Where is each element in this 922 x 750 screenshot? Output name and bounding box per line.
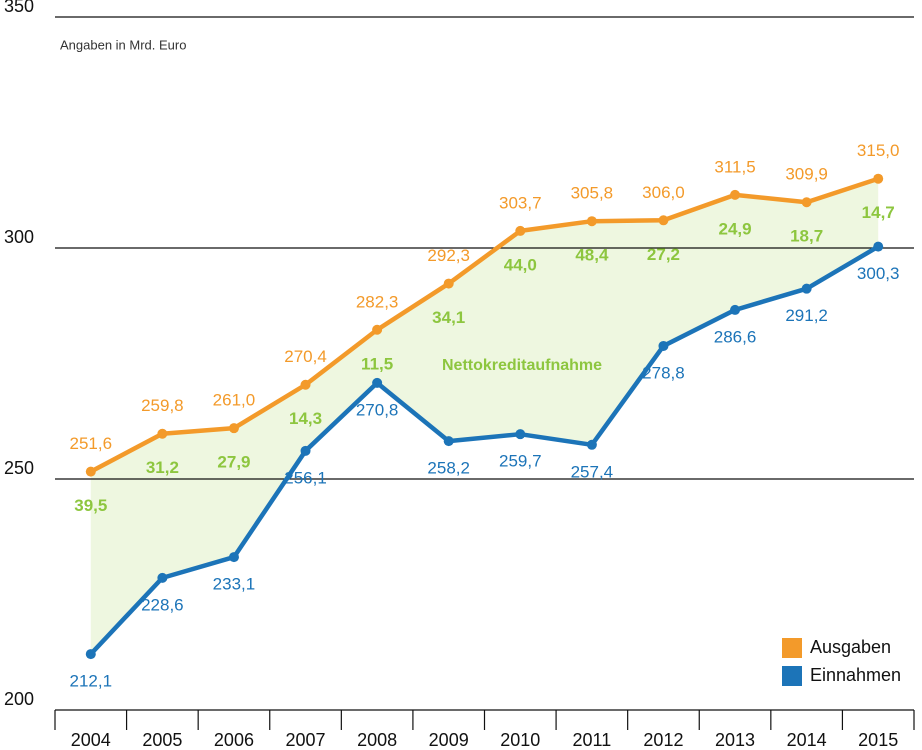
point (873, 241, 884, 252)
point (801, 197, 812, 208)
value-label: 286,6 (714, 327, 757, 346)
legend-label: Einnahmen (810, 665, 901, 685)
point (658, 215, 669, 226)
x-tick-label: 2011 (573, 730, 612, 750)
point (515, 225, 526, 236)
value-label: 309,9 (785, 165, 828, 184)
value-label: 258,2 (427, 459, 470, 478)
x-tick-label: 2012 (643, 730, 683, 750)
point (85, 649, 96, 660)
net-label: 18,7 (790, 227, 823, 246)
x-tick-label: 2013 (715, 730, 755, 750)
net-label: 27,2 (647, 245, 680, 264)
point (228, 423, 239, 434)
point (85, 466, 96, 477)
net-label: 44,0 (504, 255, 537, 274)
x-tick-label: 2008 (357, 730, 397, 750)
x-tick-label: 2015 (858, 730, 898, 750)
series-line (89, 176, 879, 474)
point (443, 278, 454, 289)
net-label: 27,9 (217, 453, 250, 472)
value-label: 259,8 (141, 396, 184, 415)
y-tick-label: 200 (4, 689, 34, 709)
x-tick-label: 2009 (429, 730, 469, 750)
value-label: 311,5 (714, 157, 755, 176)
x-tick-label: 2007 (286, 730, 326, 750)
value-label: 303,7 (499, 193, 542, 212)
value-label: 251,6 (70, 434, 113, 453)
y-tick-label: 350 (4, 0, 34, 16)
value-label: 315,0 (857, 141, 900, 160)
value-label: 259,7 (499, 452, 542, 471)
value-label: 270,8 (356, 400, 399, 419)
point (228, 552, 239, 563)
x-tick-label: 2014 (787, 730, 827, 750)
x-tick-label: 2006 (214, 730, 254, 750)
net-label: 14,7 (862, 203, 895, 222)
point (515, 429, 526, 440)
point (730, 189, 741, 200)
net-label: 14,3 (289, 409, 322, 428)
net-label: 24,9 (718, 219, 751, 238)
value-label: 233,1 (213, 575, 256, 594)
point (157, 428, 168, 439)
value-label: 282,3 (356, 292, 399, 311)
net-label: 48,4 (575, 246, 609, 265)
x-tick-label: 2004 (71, 730, 111, 750)
value-label: 256,1 (284, 468, 327, 487)
net-label: 39,5 (74, 496, 107, 515)
value-label: 300,3 (857, 264, 900, 283)
y-tick-label: 300 (4, 227, 34, 247)
value-label: 291,2 (785, 306, 828, 325)
point (372, 324, 383, 335)
y-tick-label: 250 (4, 458, 34, 478)
value-label: 292,3 (427, 246, 470, 265)
net-area (90, 178, 879, 655)
subtitle: Angaben in Mrd. Euro (60, 37, 186, 52)
x-tick-label: 2010 (500, 730, 540, 750)
value-label: 228,6 (141, 595, 184, 614)
net-label: 34,1 (432, 308, 465, 327)
point (801, 283, 812, 294)
legend-swatch (782, 638, 802, 658)
point (372, 377, 383, 388)
point (300, 445, 311, 456)
point (586, 439, 597, 450)
point (730, 304, 741, 315)
value-label: 212,1 (70, 672, 113, 691)
legend-label: Ausgaben (810, 637, 891, 657)
legend-swatch (782, 666, 802, 686)
point (873, 173, 884, 184)
point (157, 572, 168, 583)
net-label: 31,2 (146, 458, 179, 477)
net-name: Nettokreditaufnahme (442, 357, 602, 374)
point (658, 340, 669, 351)
x-tick-label: 2005 (142, 730, 182, 750)
value-label: 305,8 (571, 184, 614, 203)
point (443, 436, 454, 447)
net-label: 11,5 (361, 354, 393, 373)
series-line (89, 244, 880, 656)
value-label: 261,0 (213, 391, 256, 410)
value-label: 278,8 (642, 363, 685, 382)
point (586, 216, 597, 227)
value-label: 270,4 (284, 347, 327, 366)
value-label: 257,4 (571, 462, 614, 481)
point (300, 379, 311, 390)
value-label: 306,0 (642, 183, 685, 202)
